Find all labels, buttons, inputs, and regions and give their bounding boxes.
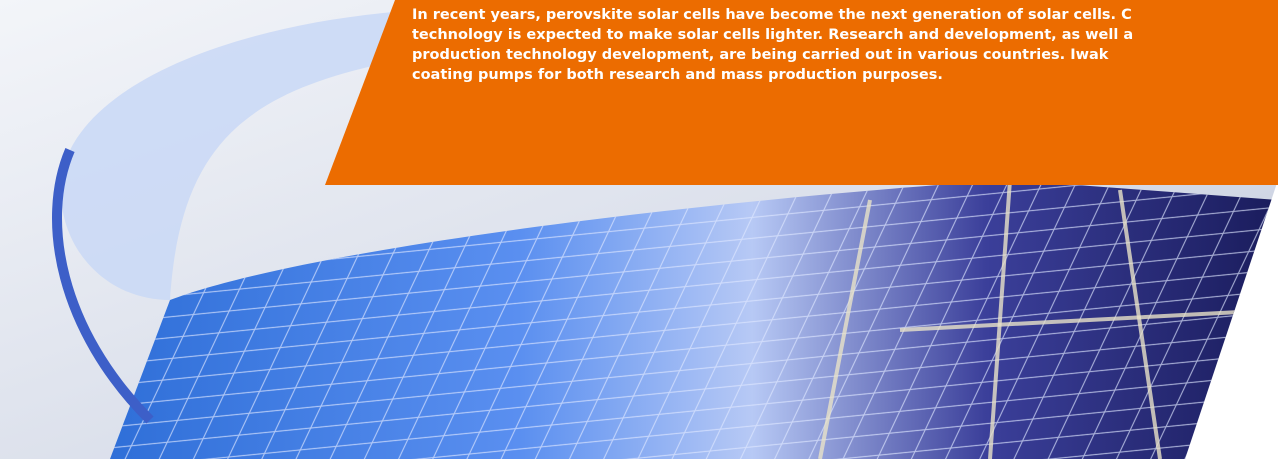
text-line: production technology development, are b… [412, 47, 1109, 63]
text-line: coating pumps for both research and mass… [412, 67, 943, 83]
text-line: In recent years, perovskite solar cells … [412, 7, 1132, 23]
banner-text: In recent years, perovskite solar cells … [412, 5, 1278, 85]
text-line: technology is expected to make solar cel… [412, 27, 1134, 43]
orange-banner [325, 0, 1278, 185]
